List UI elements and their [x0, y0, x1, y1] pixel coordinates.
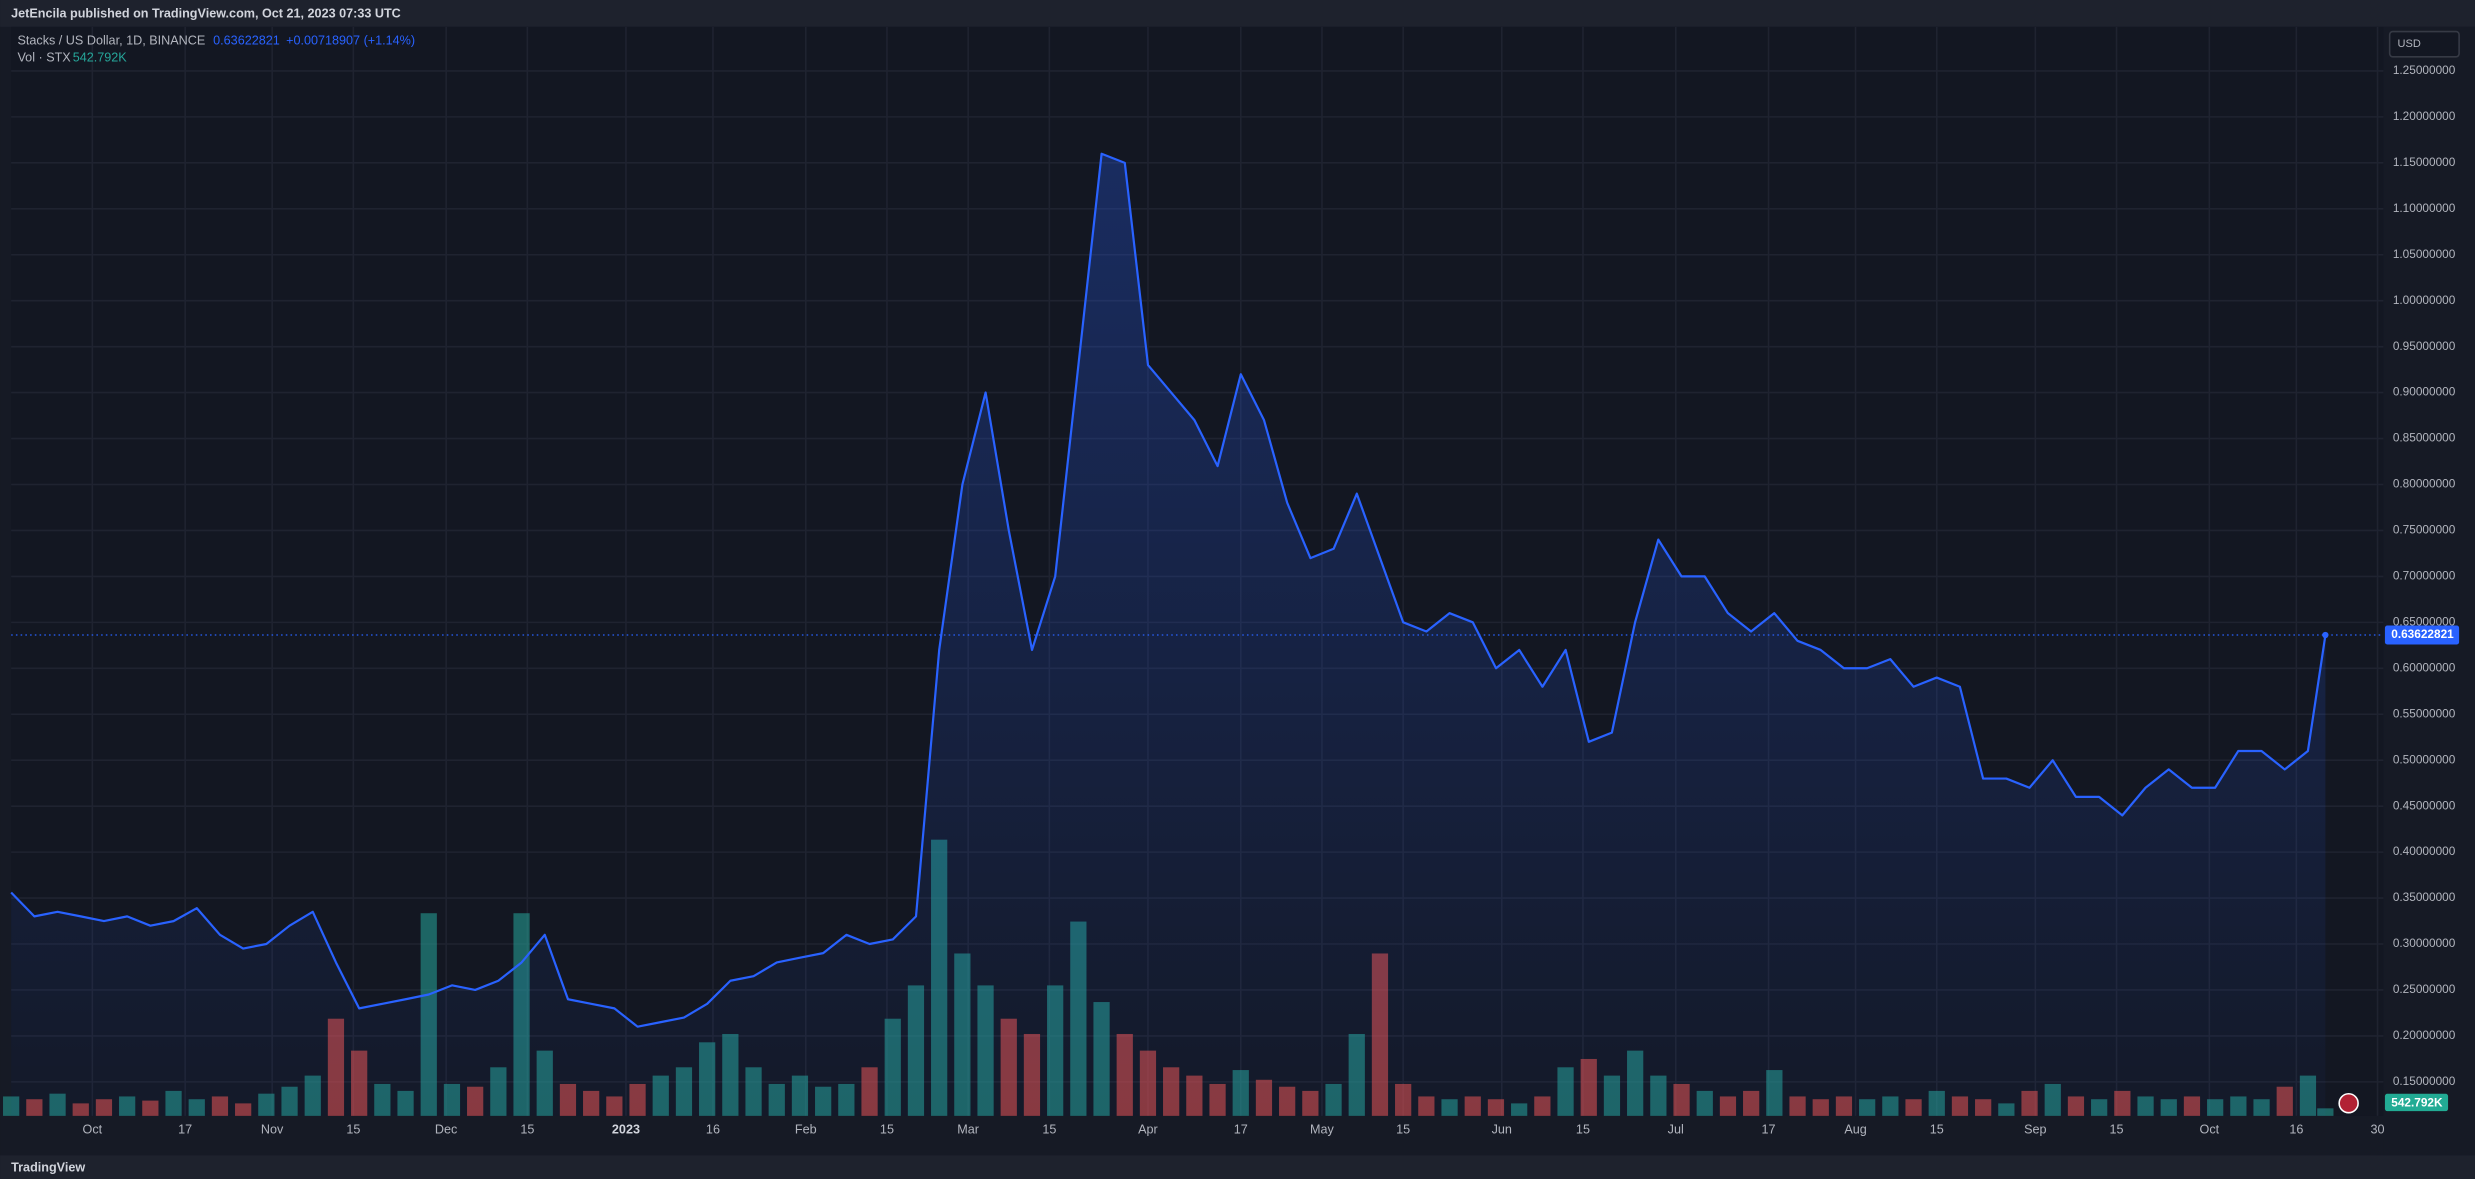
y-tick-label: 0.35000000 — [2393, 890, 2456, 904]
y-tick-label: 0.95000000 — [2393, 339, 2456, 353]
last-price: 0.63622821 — [213, 33, 280, 47]
y-tick-label: 0.65000000 — [2393, 614, 2456, 628]
currency: USD — [2398, 38, 2421, 50]
y-tick-label: 1.20000000 — [2393, 109, 2456, 123]
y-tick-label: 0.55000000 — [2393, 706, 2456, 720]
y-tick-label: 0.80000000 — [2393, 477, 2456, 491]
x-tick-label: Apr — [1138, 1122, 1158, 1136]
y-tick-label: 0.75000000 — [2393, 523, 2456, 537]
grid: 0.15000000 0.20000000 0.25000000 0.30000000… — [11, 26, 2456, 1136]
x-tick-label: 15 — [1576, 1122, 1590, 1136]
x-tick-label: May — [1310, 1122, 1335, 1136]
y-tick-label: 0.70000000 — [2393, 569, 2456, 583]
x-tick-label: Oct — [2200, 1122, 2220, 1136]
legend: Stacks / US Dollar, 1D, BINANCE 0.636228… — [17, 33, 415, 64]
x-tick-label: 17 — [1234, 1122, 1248, 1136]
x-tick-label: Mar — [957, 1122, 979, 1136]
y-tick-label: 0.30000000 — [2393, 936, 2456, 950]
publisher: JetEncila published on TradingView.com, … — [11, 7, 401, 21]
x-tick-label: 15 — [2110, 1122, 2124, 1136]
x-tick-label: 15 — [1930, 1122, 1944, 1136]
x-tick-label: 30 — [2371, 1122, 2385, 1136]
y-tick-label: 1.00000000 — [2393, 293, 2456, 307]
top-bar — [0, 0, 2475, 27]
volume-name: Vol · STX — [17, 51, 71, 65]
x-tick-label: 15 — [880, 1122, 894, 1136]
x-tick-label: Dec — [435, 1122, 457, 1136]
x-tick-label: 2023 — [612, 1122, 640, 1136]
y-tick-label: 0.50000000 — [2393, 752, 2456, 766]
bottom-bar — [0, 1155, 2475, 1179]
y-tick-label: 1.15000000 — [2393, 155, 2456, 169]
marks: 0.63622821 542.792K — [3, 152, 2460, 1116]
y-tick-label: 1.10000000 — [2393, 201, 2456, 215]
y-tick-label: 0.90000000 — [2393, 385, 2456, 399]
volume-last: 542.792K — [73, 51, 128, 65]
x-tick-label: 16 — [2289, 1122, 2303, 1136]
x-tick-label: Jun — [1492, 1122, 1512, 1136]
title: Stacks / US Dollar, 1D, BINANCE — [17, 33, 205, 47]
y-tick-label: 1.25000000 — [2393, 63, 2456, 77]
y-tick-label: 0.25000000 — [2393, 982, 2456, 996]
price-axis — [2383, 26, 2475, 1156]
x-tick-label: 17 — [1762, 1122, 1776, 1136]
last-point — [2322, 631, 2329, 639]
x-tick-label: 15 — [1396, 1122, 1410, 1136]
y-tick-label: 0.45000000 — [2393, 798, 2456, 812]
currency-box — [2388, 30, 2460, 58]
y-tick-label: 0.15000000 — [2393, 1074, 2456, 1088]
area-fill — [11, 153, 2326, 1116]
y-tick-label: 1.05000000 — [2393, 247, 2456, 261]
y-tick-label: 0.60000000 — [2393, 660, 2456, 674]
volume-tag-text: 542.792K — [2391, 1095, 2443, 1109]
x-tick-label: Sep — [2024, 1122, 2046, 1136]
last-price-tag — [2384, 625, 2460, 645]
x-tick-label: 15 — [1042, 1122, 1056, 1136]
x-tick-label: Aug — [1844, 1122, 1866, 1136]
y-tick-label: 0.85000000 — [2393, 431, 2456, 445]
flag-icon — [2338, 1092, 2359, 1114]
price-line — [10, 152, 2327, 1028]
x-tick-label: Oct — [83, 1122, 103, 1136]
x-tick-label: Jul — [1668, 1122, 1684, 1136]
brand: TradingView — [11, 1160, 85, 1174]
price-change: +0.00718907 (+1.14%) — [286, 33, 415, 47]
volume-tag — [2384, 1093, 2449, 1112]
x-tick-label: 15 — [520, 1122, 534, 1136]
x-tick-label: Nov — [261, 1122, 284, 1136]
y-tick-label: 0.40000000 — [2393, 844, 2456, 858]
x-tick-label: 16 — [706, 1122, 720, 1136]
last-price-tag-text: 0.63622821 — [2391, 627, 2454, 641]
x-tick-label: 15 — [346, 1122, 360, 1136]
x-tick-label: Feb — [795, 1122, 817, 1136]
x-tick-label: 17 — [178, 1122, 192, 1136]
y-tick-label: 0.20000000 — [2393, 1028, 2456, 1042]
